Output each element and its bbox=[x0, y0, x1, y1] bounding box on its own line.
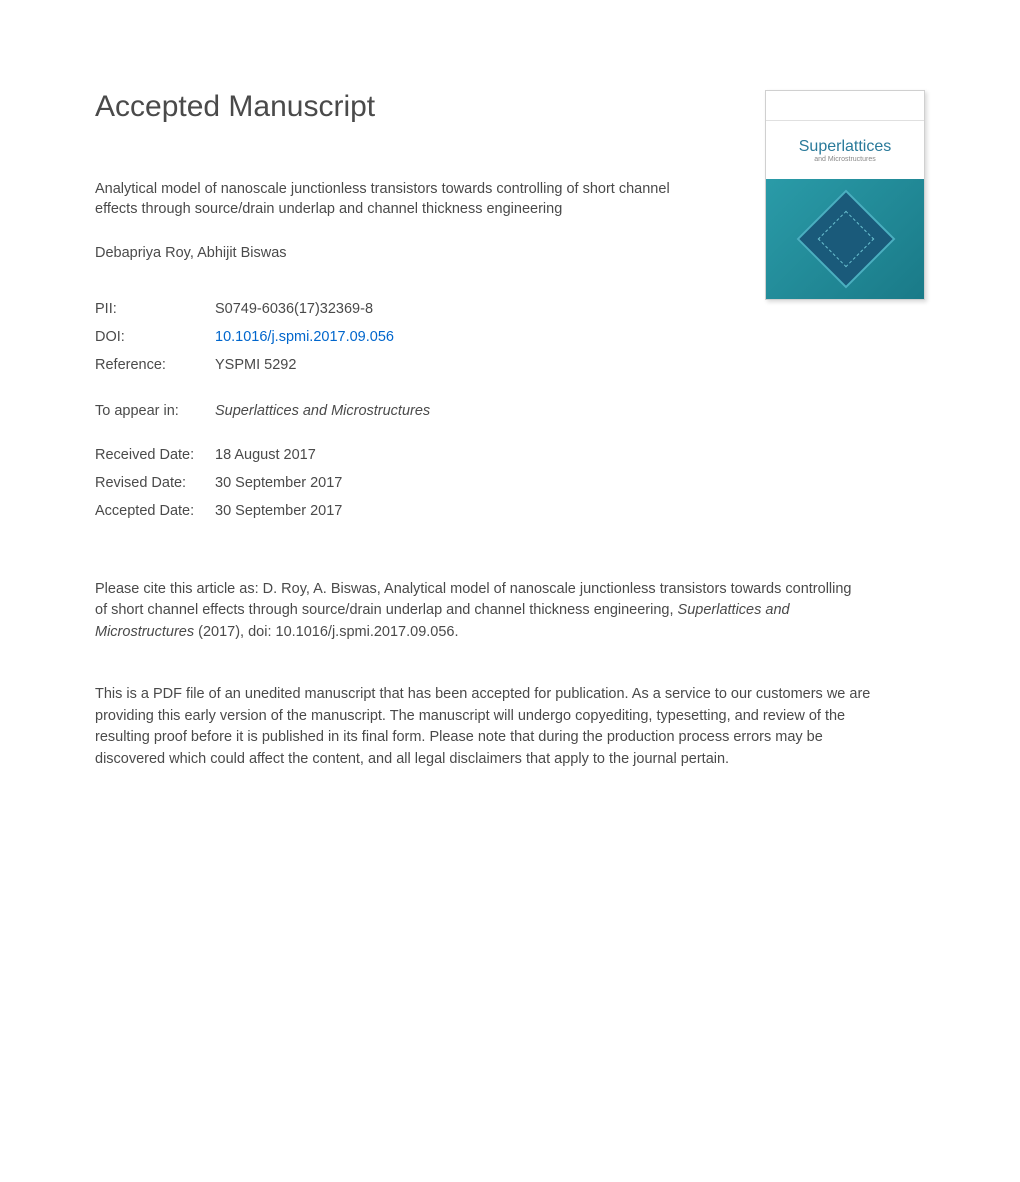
accepted-date-value: 30 September 2017 bbox=[215, 503, 342, 519]
pii-value: S0749-6036(17)32369-8 bbox=[215, 301, 373, 317]
appear-in-value: Superlattices and Microstructures bbox=[215, 403, 430, 419]
cover-header bbox=[766, 91, 924, 121]
received-date-row: Received Date: 18 August 2017 bbox=[95, 447, 925, 463]
revised-date-value: 30 September 2017 bbox=[215, 475, 342, 491]
accepted-date-row: Accepted Date: 30 September 2017 bbox=[95, 503, 925, 519]
cover-journal-subtitle: and Microstructures bbox=[814, 156, 875, 163]
revised-date-label: Revised Date: bbox=[95, 475, 215, 491]
citation-instruction: Please cite this article as: D. Roy, A. … bbox=[95, 579, 855, 644]
appear-in-row: To appear in: Superlattices and Microstr… bbox=[95, 403, 925, 419]
cover-graphic bbox=[766, 179, 924, 299]
pii-label: PII: bbox=[95, 301, 215, 317]
cover-diamond-shape bbox=[797, 190, 896, 289]
citation-suffix: (2017), doi: 10.1016/j.spmi.2017.09.056. bbox=[194, 624, 458, 640]
reference-label: Reference: bbox=[95, 357, 215, 373]
reference-value: YSPMI 5292 bbox=[215, 357, 296, 373]
accepted-date-label: Accepted Date: bbox=[95, 503, 215, 519]
pdf-disclaimer: This is a PDF file of an unedited manusc… bbox=[95, 684, 875, 771]
received-date-label: Received Date: bbox=[95, 447, 215, 463]
metadata-block: PII: S0749-6036(17)32369-8 DOI: 10.1016/… bbox=[95, 301, 925, 373]
dates-block: Received Date: 18 August 2017 Revised Da… bbox=[95, 447, 925, 519]
appear-in-block: To appear in: Superlattices and Microstr… bbox=[95, 403, 925, 419]
article-title: Analytical model of nanoscale junctionle… bbox=[95, 179, 685, 220]
pii-row: PII: S0749-6036(17)32369-8 bbox=[95, 301, 925, 317]
doi-label: DOI: bbox=[95, 329, 215, 345]
appear-in-label: To appear in: bbox=[95, 403, 215, 419]
doi-link[interactable]: 10.1016/j.spmi.2017.09.056 bbox=[215, 329, 394, 345]
cover-journal-name: Superlattices bbox=[799, 138, 892, 156]
revised-date-row: Revised Date: 30 September 2017 bbox=[95, 475, 925, 491]
cover-diamond-inner bbox=[818, 211, 875, 268]
cover-title-area: Superlattices and Microstructures bbox=[766, 121, 924, 179]
reference-row: Reference: YSPMI 5292 bbox=[95, 357, 925, 373]
journal-cover-thumbnail: Superlattices and Microstructures bbox=[765, 90, 925, 300]
doi-row: DOI: 10.1016/j.spmi.2017.09.056 bbox=[95, 329, 925, 345]
received-date-value: 18 August 2017 bbox=[215, 447, 316, 463]
